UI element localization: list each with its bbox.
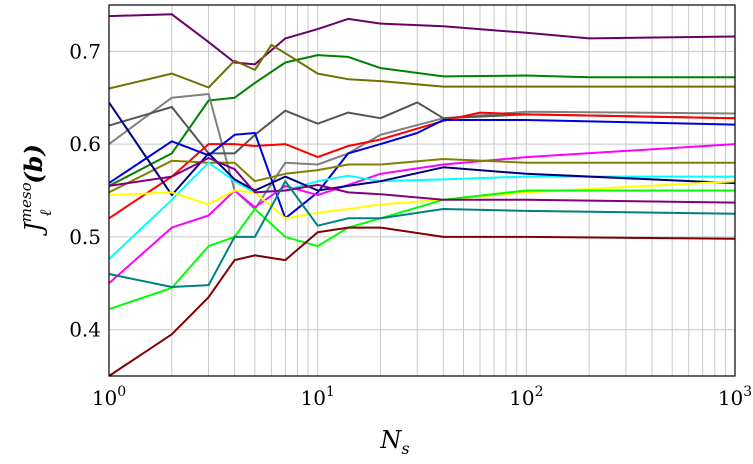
y-tick-label: 0.5	[69, 225, 101, 249]
y-axis-label: Jmesoℓ (b)	[17, 144, 55, 237]
x-tick-label: 103	[718, 384, 752, 410]
x-axis-ticks: 100 101 102 103	[92, 384, 752, 410]
series-line-9	[108, 158, 735, 194]
x-axis-label-base: N	[379, 426, 402, 454]
series-line-7	[108, 119, 736, 220]
y-axis-label-argument: (b)	[19, 144, 48, 184]
y-axis-label-base: J	[20, 221, 48, 237]
y-axis-label-subscript: ℓ	[36, 209, 55, 216]
series-line-14	[108, 157, 736, 204]
series-layer	[108, 13, 736, 377]
y-tick-label: 0.4	[69, 318, 101, 342]
x-tick-label: 102	[509, 384, 543, 410]
series-line-1	[108, 13, 736, 66]
series-line-3	[108, 43, 735, 90]
y-axis-ticks: 0.4 0.5 0.6 0.7	[69, 39, 101, 341]
series-line-6	[108, 111, 736, 220]
y-axis-label-superscript: meso	[17, 182, 35, 222]
series-line-2	[108, 54, 735, 187]
series-line-8	[108, 143, 736, 285]
series-line-10	[108, 161, 735, 260]
plot-frame	[108, 4, 736, 377]
x-axis-label: Ns	[379, 426, 409, 458]
y-tick-label: 0.6	[69, 132, 101, 156]
x-tick-label: 100	[92, 384, 126, 410]
y-tick-label: 0.7	[69, 39, 101, 63]
series-line-16	[108, 226, 736, 377]
series-line-13	[108, 189, 735, 311]
series-line-15	[108, 180, 736, 288]
x-axis-label-subscript: s	[401, 439, 409, 458]
series-line-4	[108, 93, 736, 210]
x-tick-label: 101	[300, 384, 334, 410]
